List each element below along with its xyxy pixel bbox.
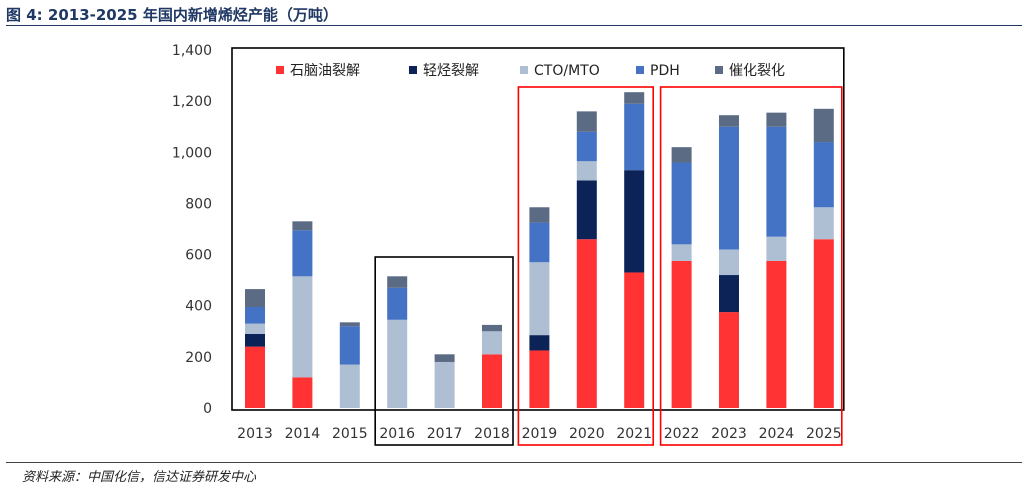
bar-segment bbox=[719, 249, 739, 276]
bar-segment bbox=[292, 377, 313, 408]
bar-segment bbox=[671, 147, 692, 163]
bar-segment bbox=[813, 207, 834, 240]
bar-segment bbox=[719, 312, 739, 408]
bar-segment bbox=[387, 276, 408, 288]
y-tick-label: 600 bbox=[185, 248, 212, 264]
x-tick-label: 2021 bbox=[616, 426, 652, 442]
legend-label: 石脑油裂解 bbox=[290, 63, 360, 79]
source-note: 资料来源：中国化信，信达证券研发中心 bbox=[22, 470, 257, 485]
bar-segment bbox=[766, 126, 787, 237]
x-tick-label: 2014 bbox=[285, 426, 321, 442]
x-tick-label: 2022 bbox=[664, 426, 700, 442]
bar-segment bbox=[339, 364, 360, 408]
x-tick-label: 2015 bbox=[332, 426, 368, 442]
bar-segment bbox=[245, 346, 265, 408]
legend-label: PDH bbox=[650, 63, 680, 79]
figure-title: 图 4: 2013-2025 年国内新增烯烃产能（万吨） bbox=[6, 6, 338, 24]
legend: 石脑油裂解 轻烃裂解 CTO/MTO PDH 催化裂化 bbox=[276, 63, 785, 79]
bar-segment bbox=[766, 236, 787, 261]
x-tick-label: 2019 bbox=[522, 426, 558, 442]
bar-segment bbox=[671, 244, 692, 261]
bar-segment bbox=[529, 207, 550, 223]
bar-segment bbox=[576, 161, 597, 181]
legend-swatch bbox=[520, 66, 528, 74]
x-tick-label: 2016 bbox=[379, 426, 415, 442]
x-axis: 2013 2014 2015 2016 2017 2018 2019 2020 2021 2022… bbox=[237, 426, 841, 442]
bar-segment bbox=[719, 275, 739, 313]
x-tick-label: 2023 bbox=[711, 426, 747, 442]
y-tick-label: 1,200 bbox=[172, 94, 212, 110]
y-tick-label: 1,400 bbox=[172, 43, 212, 59]
bar-segment bbox=[576, 239, 597, 408]
bar-segment bbox=[292, 221, 313, 231]
x-tick-label: 2018 bbox=[474, 426, 510, 442]
legend-swatch bbox=[715, 66, 723, 74]
bar-segment bbox=[576, 111, 597, 132]
legend-swatch bbox=[276, 66, 284, 74]
bar-segment bbox=[245, 333, 265, 347]
period-2019-2021-box bbox=[517, 86, 655, 446]
bar-segment bbox=[529, 335, 550, 351]
y-tick-label: 200 bbox=[185, 350, 212, 366]
bar-segment bbox=[482, 354, 502, 408]
bar-segment bbox=[482, 324, 502, 332]
bar-segment bbox=[624, 272, 645, 408]
bar-segment bbox=[624, 170, 645, 273]
y-tick-label: 1,000 bbox=[172, 145, 212, 161]
legend-label: 催化裂化 bbox=[729, 63, 785, 79]
bar-segment bbox=[245, 323, 265, 334]
legend-swatch bbox=[636, 66, 644, 74]
overall-frame-box bbox=[231, 47, 845, 411]
x-tick-label: 2024 bbox=[759, 426, 795, 442]
period-highlight-boxes bbox=[231, 47, 845, 446]
x-tick-label: 2017 bbox=[427, 426, 463, 442]
bar-series bbox=[245, 92, 834, 408]
bar-segment bbox=[813, 142, 834, 208]
bar-segment bbox=[292, 276, 313, 378]
x-tick-label: 2025 bbox=[806, 426, 842, 442]
y-tick-label: 0 bbox=[203, 401, 212, 417]
bar-segment bbox=[482, 331, 502, 355]
legend-swatch bbox=[409, 66, 417, 74]
bar-segment bbox=[387, 287, 408, 320]
period-2016-2018-box bbox=[374, 256, 514, 446]
bar-segment bbox=[245, 289, 265, 307]
legend-label: CTO/MTO bbox=[534, 63, 600, 79]
bar-segment bbox=[292, 230, 313, 277]
bar-segment bbox=[624, 92, 645, 104]
source-divider bbox=[6, 462, 1022, 463]
bar-segment bbox=[813, 108, 834, 143]
y-axis: 0 200 400 600 800 1,000 1,200 1,400 bbox=[172, 43, 212, 417]
y-tick-label: 400 bbox=[185, 299, 212, 315]
bar-segment bbox=[387, 319, 408, 408]
bar-segment bbox=[529, 222, 550, 263]
legend-label: 轻烃裂解 bbox=[423, 63, 479, 79]
x-tick-label: 2013 bbox=[237, 426, 273, 442]
bar-segment bbox=[671, 260, 692, 408]
bar-segment bbox=[576, 180, 597, 240]
bar-segment bbox=[766, 260, 787, 408]
bar-segment bbox=[719, 115, 739, 127]
period-2022-2025-box bbox=[659, 86, 843, 446]
bar-segment bbox=[766, 112, 787, 127]
bar-segment bbox=[671, 162, 692, 245]
title-divider bbox=[6, 25, 1022, 26]
bar-segment bbox=[813, 239, 834, 408]
bar-segment bbox=[529, 350, 550, 408]
y-tick-label: 800 bbox=[185, 196, 212, 212]
bar-segment bbox=[434, 354, 455, 362]
x-tick-label: 2020 bbox=[569, 426, 605, 442]
bar-segment bbox=[529, 262, 550, 336]
bar-segment bbox=[624, 103, 645, 171]
bar-segment bbox=[434, 361, 455, 408]
bar-segment bbox=[576, 131, 597, 162]
bar-segment bbox=[245, 306, 265, 324]
bar-segment bbox=[719, 126, 739, 250]
bar-segment bbox=[339, 322, 360, 327]
bar-segment bbox=[339, 326, 360, 365]
